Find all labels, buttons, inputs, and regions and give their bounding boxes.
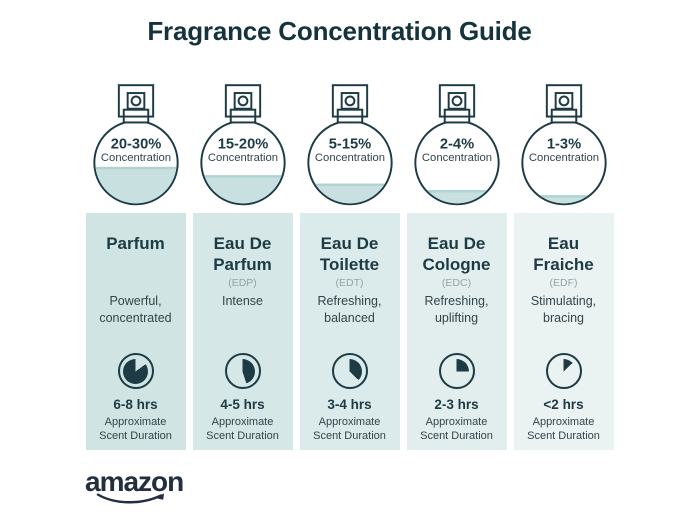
sprayer-nozzle	[344, 95, 355, 107]
duration-clock-icon	[224, 353, 261, 389]
fragrance-column-eau-de-cologne: 2-4% Concentration Eau De Cologne (EDC) …	[406, 83, 507, 450]
fragrance-name: Eau De Cologne	[422, 234, 491, 274]
fragrance-abbr: (EDC)	[441, 277, 472, 290]
sprayer-nozzle-housing	[554, 92, 573, 110]
sprayer-nozzle-housing	[233, 92, 252, 110]
sprayer-nozzle-housing	[126, 92, 145, 110]
perfume-bottle-icon: 15-20% Concentration	[199, 84, 286, 206]
concentration-label: Concentration	[528, 152, 598, 164]
concentration-label: Concentration	[421, 152, 491, 164]
sprayer-cap	[545, 84, 582, 118]
fragrance-abbr: (EDP)	[228, 277, 257, 290]
concentration-value: 15-20%	[217, 136, 268, 152]
clock-pie	[337, 358, 362, 384]
fragrance-abbr: (EDT)	[335, 277, 364, 290]
perfume-bottle-icon: 2-4% Concentration	[413, 84, 500, 206]
duration-clock-icon	[117, 353, 154, 389]
duration-label: Approximate Scent Duration	[313, 416, 386, 443]
duration-value: <2 hrs	[543, 397, 584, 412]
sprayer-nozzle	[451, 95, 462, 107]
duration-clock-icon	[545, 353, 582, 389]
concentration-value: 1-3%	[546, 136, 580, 152]
concentration-value: 5-15%	[328, 136, 370, 152]
duration-label: Approximate Scent Duration	[420, 416, 493, 443]
concentration-label: Concentration	[100, 152, 170, 164]
fragrance-description: Refreshing, uplifting	[424, 294, 489, 325]
concentration-value: 20-30%	[110, 136, 161, 152]
perfume-bottle-icon: 5-15% Concentration	[306, 84, 393, 206]
sprayer-nozzle-housing	[340, 92, 359, 110]
fragrance-column-eau-de-toilette: 5-15% Concentration Eau De Toilette (EDT…	[299, 83, 400, 450]
page-title: Fragrance Concentration Guide	[147, 16, 532, 46]
duration-value: 3-4 hrs	[327, 397, 372, 412]
clock-pie	[551, 358, 576, 384]
duration-value: 6-8 hrs	[113, 397, 158, 412]
fragrance-abbr: (EDF)	[549, 277, 578, 290]
sprayer-cap	[224, 84, 261, 118]
fragrance-name: Eau Fraiche	[533, 234, 594, 274]
fragrance-name: Eau De Toilette	[319, 234, 380, 274]
fragrance-description: Stimulating, bracing	[530, 294, 597, 325]
perfume-bottle-icon: 1-3% Concentration	[520, 84, 607, 206]
duration-label: Approximate Scent Duration	[206, 416, 279, 443]
fragrance-name: Parfum	[106, 234, 165, 253]
fragrance-column-eau-fraiche: 1-3% Concentration Eau Fraiche (EDF) Sti…	[513, 83, 614, 450]
fragrance-description: Powerful, concentrated	[99, 294, 172, 325]
duration-value: 2-3 hrs	[434, 397, 479, 412]
info-panel: Eau De Toilette (EDT) Refreshing, balanc…	[299, 213, 400, 450]
sprayer-nozzle	[558, 95, 569, 107]
clock-pie	[230, 358, 255, 384]
amazon-logo-text: amazon	[85, 466, 184, 497]
clock-pie	[123, 358, 148, 384]
duration-label: Approximate Scent Duration	[99, 416, 172, 443]
concentration-label: Concentration	[207, 152, 277, 164]
info-panel: Eau De Parfum (EDP) Intense 4-5 hrs Appr…	[192, 213, 293, 450]
duration-label: Approximate Scent Duration	[527, 416, 600, 443]
info-panel: Eau Fraiche (EDF) Stimulating, bracing <…	[513, 213, 614, 450]
duration-clock-icon	[331, 353, 368, 389]
fragrance-column-eau-de-parfum: 15-20% Concentration Eau De Parfum (EDP)…	[192, 83, 293, 450]
sprayer-cap	[117, 84, 154, 118]
concentration-value: 2-4%	[439, 136, 473, 152]
sprayer-nozzle	[130, 95, 141, 107]
sprayer-nozzle-housing	[447, 92, 466, 110]
duration-value: 4-5 hrs	[220, 397, 265, 412]
fragrance-description: Intense	[221, 294, 263, 308]
concentration-label: Concentration	[314, 152, 384, 164]
info-panel: Parfum Powerful, concentrated 6-8 hrs Ap…	[85, 213, 186, 450]
amazon-logo: amazon	[85, 468, 185, 508]
fragrance-description: Refreshing, balanced	[317, 294, 382, 325]
fragrance-column-parfum: 20-30% Concentration Parfum Powerful, co…	[85, 83, 186, 450]
sprayer-cap	[331, 84, 368, 118]
duration-clock-icon	[438, 353, 475, 389]
amazon-smile-icon	[96, 493, 165, 504]
sprayer-cap	[438, 84, 475, 118]
guide-columns: 20-30% Concentration Parfum Powerful, co…	[85, 83, 614, 450]
sprayer-nozzle	[237, 95, 248, 107]
perfume-bottle-icon: 20-30% Concentration	[92, 84, 179, 206]
clock-pie	[444, 358, 469, 384]
fragrance-name: Eau De Parfum	[213, 234, 272, 274]
info-panel: Eau De Cologne (EDC) Refreshing, uplifti…	[406, 213, 507, 450]
